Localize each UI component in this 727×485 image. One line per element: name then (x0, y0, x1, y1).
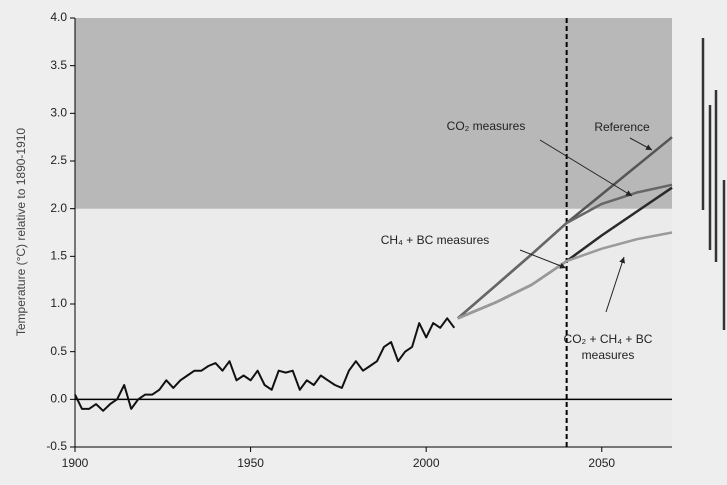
x-tick-label: 1950 (237, 456, 264, 470)
y-axis-label: Temperature (°C) relative to 1890-1910 (14, 128, 28, 337)
annotation-arrow (539, 139, 633, 197)
shaded-region (75, 18, 672, 209)
series-line (457, 231, 673, 320)
y-tick-label: 1.0 (50, 296, 67, 310)
annotation: Reference (594, 120, 650, 134)
series-line (456, 183, 673, 320)
series-line (74, 317, 456, 412)
annotation: measures (582, 348, 635, 362)
x-tick-label: 2000 (413, 456, 440, 470)
x-tick-label: 2050 (588, 456, 615, 470)
y-tick-label: 0.0 (50, 392, 67, 406)
annotation: CO₂ + CH₄ + BC (564, 332, 653, 346)
y-tick-label: 1.5 (50, 249, 67, 263)
y-tick-label: 2.5 (50, 153, 67, 167)
annotation-arrow (629, 137, 653, 151)
annotation-arrow (519, 249, 567, 269)
y-tick-label: 0.5 (50, 344, 67, 358)
x-tick-label: 1900 (62, 456, 89, 470)
annotation: CO₂ measures (447, 119, 526, 133)
y-tick-label: 3.5 (50, 58, 67, 72)
annotation: CH₄ + BC measures (381, 233, 490, 247)
y-tick-label: 2.0 (50, 201, 67, 215)
side-bars (701, 38, 726, 330)
y-tick-label: -0.5 (46, 439, 67, 453)
annotation-arrow (605, 256, 625, 313)
y-tick-label: 4.0 (50, 10, 67, 24)
y-tick-label: 3.0 (50, 106, 67, 120)
